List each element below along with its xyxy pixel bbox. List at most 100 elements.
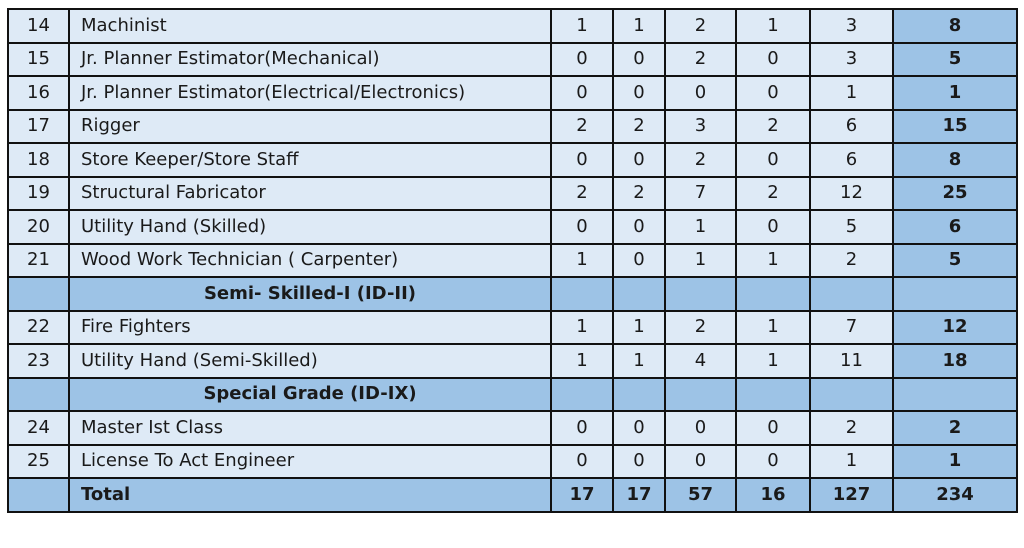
value-cell: 1 [550, 242, 614, 278]
value-cell: 0 [735, 75, 811, 111]
value-cell: 0 [664, 75, 737, 111]
serial-number: 17 [7, 108, 70, 144]
section-title: Semi- Skilled-I (ID-II) [68, 276, 552, 312]
value-cell: 0 [664, 443, 737, 479]
value-cell: 0 [612, 410, 666, 446]
value-cell: 1 [809, 443, 894, 479]
value-cell: 0 [612, 242, 666, 278]
table-row: 14 Machinist 1 1 2 1 3 8 [7, 8, 1018, 44]
serial-number: 22 [7, 309, 70, 345]
empty-cell [550, 376, 614, 412]
value-cell: 6 [809, 108, 894, 144]
value-cell: 7 [809, 309, 894, 345]
row-total: 8 [892, 142, 1018, 178]
empty-cell [892, 276, 1018, 312]
table-row: 21 Wood Work Technician ( Carpenter) 1 0… [7, 242, 1018, 278]
row-total: 5 [892, 242, 1018, 278]
post-name: Jr. Planner Estimator(Mechanical) [68, 41, 552, 77]
row-total: 5 [892, 41, 1018, 77]
value-cell: 0 [735, 209, 811, 245]
post-name: Store Keeper/Store Staff [68, 142, 552, 178]
serial-number: 15 [7, 41, 70, 77]
value-cell: 1 [612, 343, 666, 379]
value-cell: 0 [735, 142, 811, 178]
empty-cell [664, 276, 737, 312]
post-name: Wood Work Technician ( Carpenter) [68, 242, 552, 278]
table-row: 16 Jr. Planner Estimator(Electrical/Elec… [7, 75, 1018, 111]
column-total: 16 [735, 477, 811, 513]
serial-number: 19 [7, 175, 70, 211]
section-title: Special Grade (ID-IX) [68, 376, 552, 412]
value-cell: 2 [809, 410, 894, 446]
table-row: 19 Structural Fabricator 2 2 7 2 12 25 [7, 175, 1018, 211]
value-cell: 2 [612, 108, 666, 144]
empty-cell [612, 376, 666, 412]
serial-number: 14 [7, 8, 70, 44]
empty-cell [7, 477, 70, 513]
empty-cell [892, 376, 1018, 412]
section-header-row: Special Grade (ID-IX) [7, 376, 1018, 412]
value-cell: 1 [612, 8, 666, 44]
serial-number: 24 [7, 410, 70, 446]
grand-total-row: Total 17 17 57 16 127 234 [7, 477, 1018, 513]
post-name: Jr. Planner Estimator(Electrical/Electro… [68, 75, 552, 111]
row-total: 8 [892, 8, 1018, 44]
value-cell: 0 [550, 142, 614, 178]
value-cell: 1 [735, 242, 811, 278]
value-cell: 0 [664, 410, 737, 446]
value-cell: 1 [550, 309, 614, 345]
value-cell: 1 [550, 343, 614, 379]
value-cell: 0 [550, 443, 614, 479]
value-cell: 0 [612, 142, 666, 178]
value-cell: 0 [550, 75, 614, 111]
value-cell: 0 [550, 209, 614, 245]
row-total: 1 [892, 443, 1018, 479]
section-header-row: Semi- Skilled-I (ID-II) [7, 276, 1018, 312]
value-cell: 1 [735, 8, 811, 44]
column-total: 57 [664, 477, 737, 513]
post-name: Master Ist Class [68, 410, 552, 446]
empty-cell [664, 376, 737, 412]
table-row: 15 Jr. Planner Estimator(Mechanical) 0 0… [7, 41, 1018, 77]
value-cell: 3 [664, 108, 737, 144]
serial-number: 25 [7, 443, 70, 479]
table-row: 24 Master Ist Class 0 0 0 0 2 2 [7, 410, 1018, 446]
serial-number: 23 [7, 343, 70, 379]
post-name: Rigger [68, 108, 552, 144]
value-cell: 12 [809, 175, 894, 211]
value-cell: 2 [550, 175, 614, 211]
value-cell: 2 [550, 108, 614, 144]
value-cell: 1 [664, 209, 737, 245]
value-cell: 2 [664, 41, 737, 77]
value-cell: 1 [735, 343, 811, 379]
row-total: 6 [892, 209, 1018, 245]
column-total: 17 [612, 477, 666, 513]
row-total: 12 [892, 309, 1018, 345]
value-cell: 1 [809, 75, 894, 111]
row-total: 25 [892, 175, 1018, 211]
post-name: Utility Hand (Semi-Skilled) [68, 343, 552, 379]
row-total: 1 [892, 75, 1018, 111]
post-name: Utility Hand (Skilled) [68, 209, 552, 245]
value-cell: 2 [664, 309, 737, 345]
value-cell: 0 [612, 443, 666, 479]
row-total: 18 [892, 343, 1018, 379]
value-cell: 2 [809, 242, 894, 278]
empty-cell [550, 276, 614, 312]
empty-cell [809, 376, 894, 412]
table-row: 25 License To Act Engineer 0 0 0 0 1 1 [7, 443, 1018, 479]
empty-cell [7, 276, 70, 312]
table-row: 22 Fire Fighters 1 1 2 1 7 12 [7, 309, 1018, 345]
value-cell: 11 [809, 343, 894, 379]
table-row: 18 Store Keeper/Store Staff 0 0 2 0 6 8 [7, 142, 1018, 178]
value-cell: 0 [612, 75, 666, 111]
value-cell: 3 [809, 41, 894, 77]
serial-number: 18 [7, 142, 70, 178]
total-label: Total [68, 477, 552, 513]
empty-cell [809, 276, 894, 312]
value-cell: 0 [735, 41, 811, 77]
column-total: 17 [550, 477, 614, 513]
value-cell: 0 [550, 410, 614, 446]
post-name: Structural Fabricator [68, 175, 552, 211]
empty-cell [735, 276, 811, 312]
